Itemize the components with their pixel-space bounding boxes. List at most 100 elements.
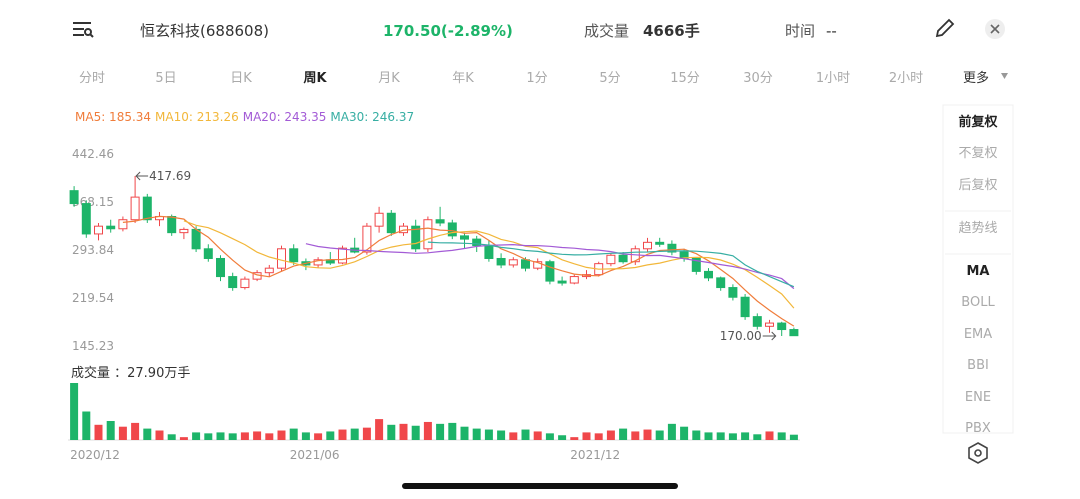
candle-body bbox=[240, 278, 250, 289]
y-tick-label: 219.54 bbox=[72, 291, 114, 305]
tab[interactable]: 周K bbox=[303, 71, 327, 86]
side-menu-item[interactable]: 后复权 bbox=[958, 177, 997, 193]
candle-body bbox=[472, 238, 482, 247]
volume-bar bbox=[509, 432, 518, 440]
tab[interactable]: 15分 bbox=[670, 71, 700, 86]
y-tick-label: 145.23 bbox=[72, 339, 114, 353]
candle-body bbox=[484, 245, 494, 259]
candle-body bbox=[191, 228, 201, 250]
volume-bar bbox=[265, 433, 274, 440]
volume-bar bbox=[301, 432, 310, 440]
high-label: 417.69 bbox=[149, 169, 191, 183]
volume-bar bbox=[545, 433, 554, 440]
tab[interactable]: 1分 bbox=[526, 71, 547, 86]
menu-icon[interactable] bbox=[73, 22, 94, 38]
side-menu-item[interactable]: BBI bbox=[967, 358, 989, 373]
candle-body bbox=[289, 248, 299, 263]
candle-body bbox=[777, 322, 787, 331]
close-button[interactable] bbox=[985, 19, 1005, 39]
volume-bar bbox=[387, 424, 396, 440]
x-tick-label: 2021/12 bbox=[570, 448, 620, 462]
side-menu-item[interactable]: 不复权 bbox=[958, 145, 997, 161]
tab[interactable]: 1小时 bbox=[816, 71, 850, 86]
volume-bar bbox=[533, 431, 542, 440]
edit-icon[interactable] bbox=[935, 18, 955, 38]
tab[interactable]: 分时 bbox=[79, 71, 105, 86]
tab[interactable]: 更多 bbox=[963, 70, 989, 86]
volume-caption: 成交量 ：27.90万手 bbox=[71, 365, 190, 381]
side-panel bbox=[942, 104, 1014, 434]
candle-body bbox=[508, 259, 518, 266]
home-indicator bbox=[402, 483, 678, 489]
volume-bar bbox=[472, 428, 481, 440]
volume-bar bbox=[143, 428, 152, 440]
volume-bar bbox=[423, 421, 432, 440]
volume-bar bbox=[692, 430, 701, 440]
side-menu-item[interactable]: ENE bbox=[965, 390, 991, 405]
settings-icon[interactable] bbox=[968, 442, 988, 464]
candle-body bbox=[69, 190, 79, 205]
tab[interactable]: 5分 bbox=[599, 71, 620, 86]
y-tick-label: 442.46 bbox=[72, 147, 114, 161]
volume-bar bbox=[375, 419, 384, 440]
candle-body bbox=[704, 270, 713, 279]
ma-line bbox=[305, 243, 795, 290]
volume-bar bbox=[216, 432, 225, 440]
candle-body bbox=[765, 322, 774, 327]
y-tick-label: 293.84 bbox=[72, 243, 114, 257]
tab[interactable]: 30分 bbox=[743, 71, 773, 86]
tab[interactable]: 年K bbox=[452, 71, 474, 86]
volume-label: 成交量 bbox=[584, 22, 629, 40]
legend-entry: MA20: 243.35 bbox=[243, 110, 327, 124]
candle-body bbox=[118, 219, 128, 230]
candle-body bbox=[557, 280, 567, 284]
candle-body bbox=[618, 254, 628, 263]
tab[interactable]: 日K bbox=[230, 71, 252, 86]
volume-bar bbox=[399, 423, 408, 440]
volume-bar bbox=[728, 433, 737, 440]
side-menu-item[interactable]: EMA bbox=[964, 327, 992, 342]
candle-body bbox=[277, 248, 286, 269]
candle-body bbox=[569, 276, 579, 284]
volume-bar bbox=[167, 434, 176, 440]
candle-body bbox=[740, 296, 750, 318]
candle-body bbox=[447, 222, 457, 237]
candle-body bbox=[521, 259, 530, 269]
legend-entry: MA10: 213.26 bbox=[155, 110, 239, 124]
candle-body bbox=[643, 241, 652, 250]
volume-bar bbox=[716, 432, 725, 440]
volume-bar bbox=[594, 433, 603, 440]
tab[interactable]: 2小时 bbox=[889, 71, 923, 86]
side-menu-item[interactable]: 趋势线 bbox=[958, 220, 997, 236]
side-menu-item[interactable]: 前复权 bbox=[958, 114, 998, 130]
candle-body bbox=[179, 228, 189, 234]
volume-bar bbox=[582, 432, 591, 440]
candle-body bbox=[691, 257, 701, 272]
candle-body bbox=[789, 329, 799, 337]
volume-bar bbox=[789, 434, 798, 440]
side-menu-item[interactable]: BOLL bbox=[961, 295, 995, 310]
volume-bar bbox=[289, 428, 298, 440]
legend-entry: MA5: 185.34 bbox=[75, 110, 151, 124]
price: 170.50(-2.89%) bbox=[383, 22, 513, 40]
volume-bar bbox=[436, 423, 445, 440]
tab[interactable]: 月K bbox=[378, 71, 400, 86]
candle-body bbox=[216, 257, 225, 278]
volume-bar bbox=[253, 431, 262, 440]
candle-body bbox=[81, 203, 91, 235]
volume-bar bbox=[484, 429, 493, 440]
ma-line bbox=[183, 220, 795, 309]
ma-line bbox=[427, 241, 795, 288]
volume-bar bbox=[94, 424, 103, 440]
tab[interactable]: 5日 bbox=[155, 71, 176, 86]
volume-bar bbox=[338, 429, 347, 440]
volume-bar bbox=[82, 411, 91, 440]
side-menu-item[interactable]: MA bbox=[967, 264, 990, 279]
candle-body bbox=[752, 316, 762, 327]
volume-bar bbox=[131, 422, 140, 440]
time: -- bbox=[826, 22, 837, 40]
candle-body bbox=[496, 257, 506, 266]
stock-name: 恒玄科技(688608) bbox=[140, 22, 269, 40]
side-menu-item[interactable]: PBX bbox=[965, 421, 991, 436]
